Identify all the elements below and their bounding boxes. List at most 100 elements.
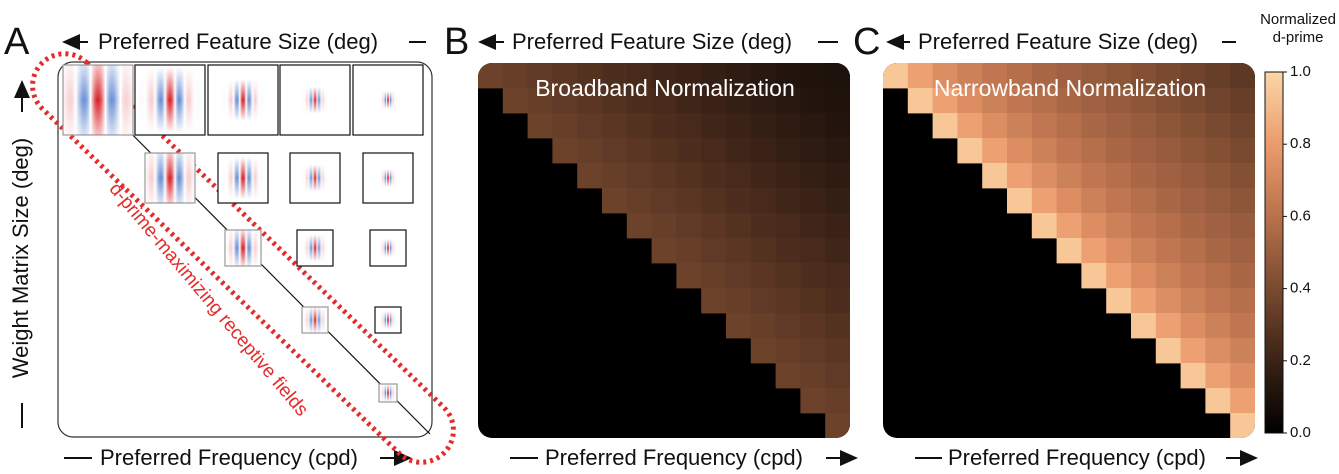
- stripe: [392, 311, 393, 329]
- stripe: [96, 52, 97, 148]
- stripe: [111, 52, 112, 148]
- stripe: [396, 239, 397, 257]
- heatmap-cell: [1230, 138, 1255, 163]
- stripe: [224, 79, 225, 121]
- colorbar-slice: [1265, 198, 1283, 202]
- stripe: [252, 79, 253, 121]
- stripe: [246, 79, 247, 121]
- panel-letter: B: [444, 21, 469, 63]
- heatmap-cell: [1106, 238, 1131, 263]
- stripe: [385, 239, 386, 257]
- heatmap-cell: [751, 263, 776, 288]
- colorbar-tick-label: 0.2: [1290, 352, 1311, 369]
- heatmap-cell: [800, 113, 825, 138]
- gabor: [302, 165, 329, 192]
- colorbar-slice: [1265, 424, 1283, 428]
- stripe: [303, 87, 304, 114]
- stripe: [326, 235, 327, 262]
- stripe: [394, 91, 395, 109]
- heatmap-cell: [751, 138, 776, 163]
- stripe: [154, 67, 155, 133]
- figure: A B C Preferred Feature Size (deg) Prefe…: [0, 0, 1339, 474]
- heatmap-cell: [776, 138, 801, 163]
- stripe: [311, 235, 312, 262]
- stripe: [147, 145, 148, 211]
- heatmap-cell: [1230, 63, 1255, 88]
- stripe: [168, 67, 169, 133]
- stripe: [383, 384, 384, 402]
- colorbar-slice: [1265, 213, 1283, 217]
- stripe: [162, 145, 163, 211]
- stripe: [151, 67, 152, 133]
- heatmap-cell: [1106, 288, 1131, 313]
- stripe: [185, 67, 186, 133]
- stripe: [175, 67, 176, 133]
- heatmap-cell: [825, 63, 850, 88]
- stripe: [387, 311, 388, 329]
- heatmap-cell: [676, 113, 701, 138]
- colorbar-slice: [1265, 301, 1283, 305]
- stripe: [124, 52, 125, 148]
- colorbar: 0.00.20.40.60.81.0: [1265, 63, 1311, 441]
- stripe: [392, 239, 393, 257]
- heatmap-cell: [776, 263, 801, 288]
- heatmap-cell: [577, 163, 602, 188]
- stripe: [92, 52, 93, 148]
- colorbar-slice: [1265, 153, 1283, 157]
- stripe: [126, 52, 127, 148]
- heatmap-cell: [751, 313, 776, 338]
- stripe: [190, 145, 191, 211]
- heatmap-cell: [776, 163, 801, 188]
- heatmap-cell: [800, 138, 825, 163]
- stripe: [240, 227, 241, 269]
- stripe: [95, 52, 96, 148]
- heatmap-cell: [1205, 88, 1230, 113]
- heatmap-cell: [552, 138, 577, 163]
- stripe: [241, 157, 242, 199]
- colorbar-slice: [1265, 84, 1283, 88]
- stripe: [66, 52, 67, 148]
- stripe: [237, 157, 238, 199]
- stripe: [150, 145, 151, 211]
- heatmap-cell: [751, 213, 776, 238]
- heatmap-cell: [1156, 313, 1181, 338]
- stripe: [131, 52, 132, 148]
- heatmap-cell: [825, 163, 850, 188]
- heatmap-cell: [602, 188, 627, 213]
- stripe: [140, 67, 141, 133]
- stripe: [116, 52, 117, 148]
- heatmap-cell: [1205, 238, 1230, 263]
- stripe: [381, 91, 382, 109]
- colorbar-slice: [1265, 352, 1283, 356]
- stripe: [387, 239, 388, 257]
- stripe: [52, 52, 53, 148]
- stripe: [253, 79, 254, 121]
- stripe: [314, 165, 315, 192]
- colorbar-slice: [1265, 328, 1283, 332]
- stripe: [186, 67, 187, 133]
- stripe: [379, 384, 380, 402]
- stripe: [320, 87, 321, 114]
- stripe: [389, 384, 390, 402]
- heatmap-cell: [1181, 338, 1206, 363]
- heatmap-cell: [1205, 213, 1230, 238]
- colorbar-slice: [1265, 111, 1283, 115]
- stripe: [146, 145, 147, 211]
- stripe: [251, 79, 252, 121]
- stripe: [304, 87, 305, 114]
- stripe: [305, 235, 306, 262]
- heatmap-cell: [701, 163, 726, 188]
- stripe: [392, 169, 393, 187]
- heatmap-cell: [1032, 213, 1057, 238]
- heatmap-cell: [825, 263, 850, 288]
- stripe: [389, 91, 390, 109]
- colorbar-slice: [1265, 274, 1283, 278]
- heatmap-cell: [1205, 313, 1230, 338]
- stripe: [321, 165, 322, 192]
- heatmap-cell: [701, 288, 726, 313]
- colorbar-slice: [1265, 240, 1283, 244]
- stripe: [387, 169, 388, 187]
- stripe: [259, 79, 260, 121]
- stripe: [388, 384, 389, 402]
- stripe: [256, 157, 257, 199]
